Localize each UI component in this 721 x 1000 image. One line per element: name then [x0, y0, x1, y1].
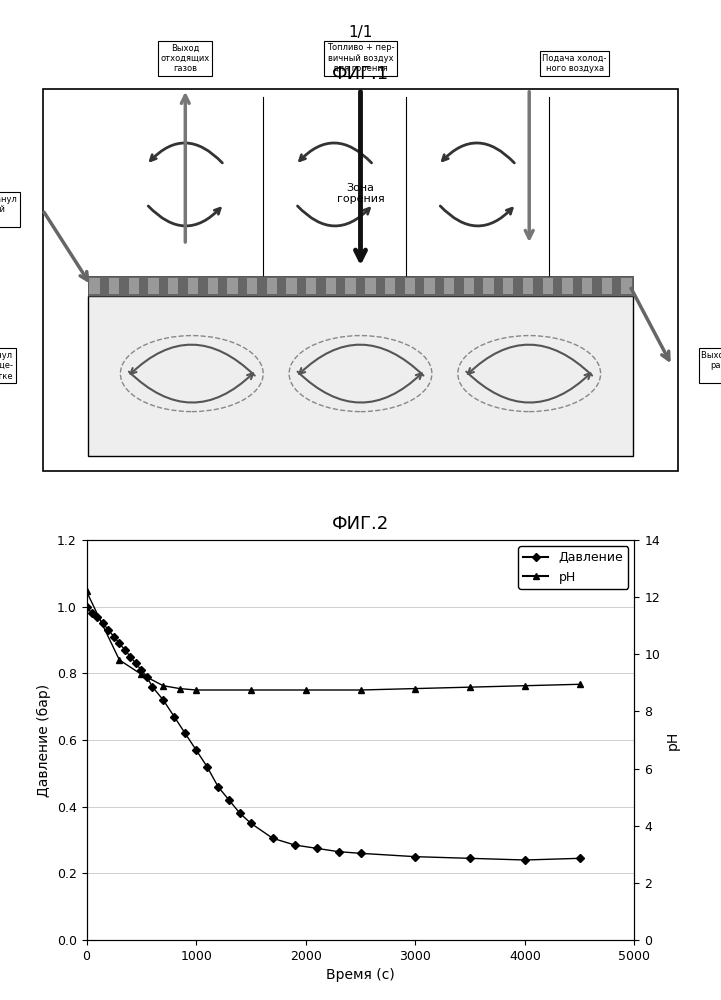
рН	[82, 585, 91, 597]
Давление	[575, 852, 584, 864]
Y-axis label: рН: рН	[665, 730, 680, 750]
рН	[301, 684, 310, 696]
Давление	[170, 711, 179, 723]
Bar	[247, 278, 257, 294]
Давление	[181, 727, 190, 739]
Bar	[404, 278, 415, 294]
Bar	[483, 278, 494, 294]
Давление	[148, 681, 156, 693]
Давление	[82, 601, 91, 613]
Давление	[131, 657, 140, 669]
Bar	[227, 278, 238, 294]
Bar	[187, 278, 198, 294]
Давление	[126, 651, 135, 663]
Давление	[115, 637, 124, 649]
рН	[247, 684, 255, 696]
Bar	[88, 296, 633, 456]
Bar	[149, 278, 159, 294]
Text: ФИГ.1: ФИГ.1	[332, 65, 389, 83]
Давление	[291, 839, 299, 851]
Y-axis label: Давление (бар): Давление (бар)	[37, 683, 51, 797]
Text: Подача гранул
исходной
смеси: Подача гранул исходной смеси	[0, 195, 17, 225]
Bar	[365, 278, 376, 294]
Title: ФИГ.2: ФИГ.2	[332, 515, 389, 533]
рН	[575, 678, 584, 690]
рН	[115, 654, 124, 666]
Bar	[286, 278, 297, 294]
Давление	[93, 611, 102, 623]
Bar	[582, 278, 593, 294]
Line: рН: рН	[83, 588, 583, 693]
рН	[411, 683, 420, 695]
Давление	[110, 631, 118, 643]
Давление	[88, 607, 97, 619]
Давление	[120, 644, 129, 656]
Text: Зона
горения: Зона горения	[337, 183, 384, 204]
Text: Топливо + пер-
вичный воздух
для горения: Топливо + пер- вичный воздух для горения	[327, 43, 394, 73]
Давление	[213, 781, 222, 793]
рН	[466, 681, 474, 693]
Давление	[137, 664, 146, 676]
Bar	[444, 278, 454, 294]
Давление	[247, 817, 255, 829]
Bar	[523, 278, 534, 294]
Bar	[601, 278, 612, 294]
Bar	[208, 278, 218, 294]
Bar	[88, 276, 633, 296]
Bar	[562, 278, 572, 294]
Давление	[466, 852, 474, 864]
X-axis label: Время (с): Время (с)	[326, 968, 395, 982]
Text: 1/1: 1/1	[348, 25, 373, 40]
Bar	[306, 278, 317, 294]
Давление	[225, 794, 234, 806]
Давление	[411, 851, 420, 863]
Давление	[268, 832, 277, 844]
Line: Давление: Давление	[84, 604, 583, 863]
Bar	[385, 278, 395, 294]
Bar	[89, 278, 99, 294]
Bar	[424, 278, 435, 294]
Bar	[128, 278, 139, 294]
Text: Слой гранул
на движуще-
йся решетке: Слой гранул на движуще- йся решетке	[0, 351, 13, 381]
рН	[159, 680, 167, 692]
Bar	[267, 278, 277, 294]
Давление	[104, 624, 112, 636]
Давление	[356, 847, 365, 859]
Bar	[503, 278, 513, 294]
Text: Выход
отходящих
газов: Выход отходящих газов	[161, 43, 210, 73]
Bar	[464, 278, 474, 294]
Давление	[159, 694, 167, 706]
рН	[192, 684, 200, 696]
Давление	[521, 854, 529, 866]
Давление	[143, 671, 151, 683]
Bar	[326, 278, 336, 294]
рН	[137, 668, 146, 680]
Давление	[335, 846, 343, 858]
Давление	[192, 744, 200, 756]
Bar	[542, 278, 553, 294]
Давление	[236, 807, 244, 819]
Text: Подача холод-
ного воздуха: Подача холод- ного воздуха	[542, 54, 607, 73]
Bar	[168, 278, 179, 294]
Legend: Давление, рН: Давление, рН	[518, 546, 628, 588]
Давление	[99, 617, 107, 629]
Bar	[622, 278, 632, 294]
рН	[175, 683, 184, 695]
Давление	[203, 761, 211, 773]
рН	[521, 680, 529, 692]
Давление	[312, 842, 321, 854]
Bar	[109, 278, 120, 294]
Text: Выход Термооб-
работанных
гранул: Выход Термооб- работанных гранул	[702, 351, 721, 381]
рН	[356, 684, 365, 696]
Bar	[345, 278, 356, 294]
